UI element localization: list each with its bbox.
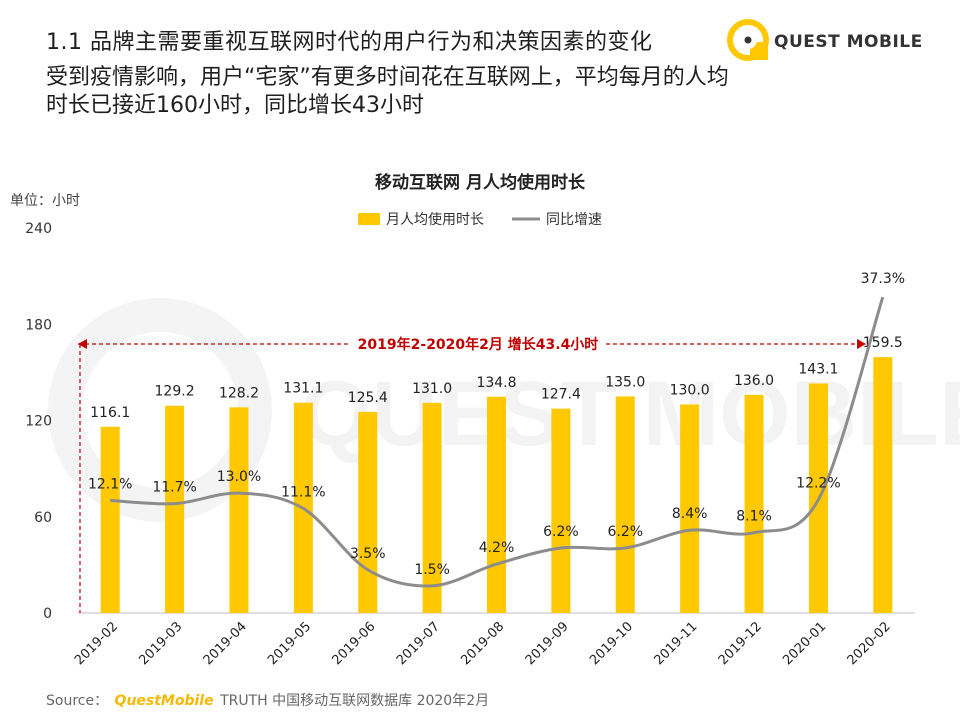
- line-value-label: 8.1%: [736, 509, 772, 525]
- line-value-label: 13.0%: [217, 469, 261, 485]
- bar: [487, 396, 506, 613]
- bar: [100, 426, 120, 613]
- x-tick-label: 2019-09: [523, 619, 572, 668]
- growth-line: [110, 296, 885, 588]
- bar: [358, 411, 378, 613]
- x-tick-label: 2019-05: [265, 619, 314, 668]
- bar: [873, 357, 893, 613]
- legend-bar-swatch: [358, 213, 380, 225]
- x-tick-label: 2019-08: [458, 619, 507, 668]
- annotation-text: 2019年2-2020年2月 增长43.4小时: [358, 336, 599, 353]
- y-tick-label: 180: [25, 317, 52, 333]
- logo-icon: [727, 19, 769, 61]
- bar-value-label: 134.8: [476, 375, 516, 391]
- quest-mobile-logo: QUEST MOBILE: [726, 16, 926, 66]
- line-value-label: 8.4%: [672, 506, 708, 522]
- source-suffix: TRUTH 中国移动互联网数据库 2020年2月: [220, 693, 490, 709]
- y-tick-label: 120: [25, 414, 52, 430]
- bar-value-label: 131.0: [412, 381, 452, 397]
- legend-bar-label: 月人均使用时长: [386, 211, 484, 228]
- line-value-label: 11.1%: [281, 484, 325, 500]
- x-tick-label: 2019-10: [587, 619, 636, 668]
- x-tick-label: 2019-12: [716, 619, 765, 668]
- unit-label: 单位：小时: [10, 193, 80, 209]
- bar-value-label: 116.1: [90, 405, 130, 421]
- annotation-arrowhead-right: [857, 339, 866, 349]
- bar-value-label: 131.1: [283, 381, 323, 397]
- source-prefix: Source：: [46, 693, 109, 709]
- x-tick-label: 2020-01: [780, 619, 829, 668]
- x-tick-label: 2019-11: [651, 619, 700, 668]
- x-tick-label: 2019-06: [330, 619, 379, 668]
- bar-value-label: 143.1: [798, 361, 838, 377]
- bar: [229, 407, 249, 613]
- chart-title: 移动互联网 月人均使用时长: [375, 172, 586, 193]
- bar: [165, 405, 185, 613]
- bar: [680, 404, 700, 613]
- y-tick-label: 240: [25, 221, 52, 237]
- line-value-label: 37.3%: [861, 271, 905, 287]
- source-brand: QuestMobile: [114, 693, 214, 709]
- bar: [744, 394, 764, 613]
- bar-value-label: 128.2: [219, 385, 259, 401]
- line-value-label: 6.2%: [543, 524, 579, 540]
- bar-value-label: 129.2: [155, 384, 195, 400]
- line-value-label: 3.5%: [350, 546, 386, 562]
- bar-value-label: 135.0: [605, 374, 645, 390]
- bar-value-label: 130.0: [670, 382, 710, 398]
- y-tick-label: 60: [34, 510, 52, 526]
- line-value-label: 4.2%: [479, 540, 515, 556]
- line-value-label: 6.2%: [607, 524, 643, 540]
- source-note: Source： QuestMobile TRUTH 中国移动互联网数据库 202…: [46, 690, 489, 710]
- line-value-label: 11.7%: [152, 480, 196, 496]
- x-tick-label: 2019-07: [394, 619, 443, 668]
- line-value-label: 1.5%: [414, 562, 450, 578]
- x-tick-label: 2019-02: [72, 619, 121, 668]
- bar-value-label: 125.4: [348, 390, 388, 406]
- y-tick-label: 0: [43, 606, 52, 622]
- x-tick-label: 2019-04: [201, 619, 250, 668]
- bar: [422, 402, 442, 613]
- x-tick-label: 2020-02: [845, 619, 894, 668]
- bar-value-label: 159.5: [863, 335, 903, 351]
- line-value-label: 12.2%: [796, 476, 840, 492]
- bar: [615, 396, 635, 613]
- bar-value-label: 136.0: [734, 373, 774, 389]
- section-title: 1.1 品牌主需要重视互联网时代的用户行为和决策因素的变化: [46, 30, 653, 55]
- bar-value-label: 127.4: [541, 387, 581, 403]
- subtitle: 受到疫情影响，用户“宅家”有更多时间花在互联网上，平均每月的人均时长已接近160…: [46, 65, 729, 118]
- logo-text: QUEST MOBILE: [774, 32, 923, 52]
- annotation-arrowhead-left: [78, 339, 87, 349]
- x-tick-label: 2019-03: [136, 619, 185, 668]
- legend-line-label: 同比增速: [546, 212, 602, 228]
- bar: [551, 408, 571, 613]
- line-value-label: 12.1%: [88, 476, 132, 492]
